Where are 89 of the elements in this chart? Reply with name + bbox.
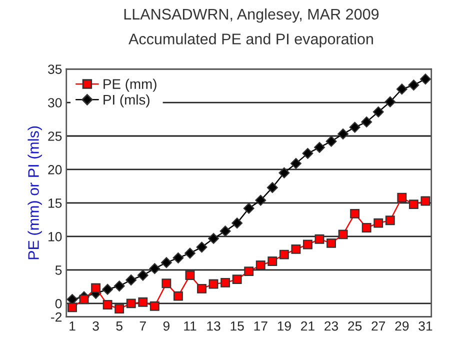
- x-tick-label: 25: [348, 321, 362, 331]
- point: [68, 302, 77, 312]
- point: [160, 257, 172, 268]
- point: [197, 284, 206, 294]
- point: [290, 158, 302, 169]
- x-tick-label: 27: [372, 321, 386, 331]
- point: [302, 148, 314, 159]
- point: [326, 136, 337, 147]
- x-tick-label: 13: [207, 321, 220, 331]
- chart-subtitle: Accumulated PE and PI evaporation: [128, 33, 373, 48]
- point: [185, 270, 195, 280]
- point: [420, 74, 431, 85]
- point: [420, 196, 430, 206]
- point: [256, 260, 266, 270]
- point: [232, 218, 243, 229]
- x-tick-label: 29: [395, 321, 409, 331]
- point: [338, 128, 349, 140]
- y-tick-label: 15: [48, 198, 62, 208]
- point: [208, 279, 218, 289]
- point: [302, 240, 312, 250]
- x-tick-label: 9: [163, 321, 170, 331]
- y-tick-label: 20: [48, 165, 62, 174]
- point: [338, 230, 348, 240]
- point: [372, 106, 384, 118]
- y-tick-label: 35: [48, 64, 62, 74]
- point: [91, 283, 101, 293]
- legend-label: PE (mm): [104, 78, 156, 92]
- point: [362, 223, 372, 232]
- point: [408, 80, 420, 91]
- y-tick-label: 0: [55, 299, 62, 308]
- point: [149, 263, 160, 274]
- point: [385, 216, 395, 226]
- y-tick-label: 5: [55, 266, 62, 275]
- point: [79, 294, 89, 304]
- legend-label: PI (mls): [104, 94, 150, 108]
- point: [114, 304, 124, 314]
- point: [349, 122, 360, 133]
- y-tick-label: -2: [51, 312, 62, 322]
- point: [278, 167, 290, 178]
- point: [244, 266, 254, 276]
- point: [266, 182, 278, 194]
- point: [102, 284, 114, 295]
- point: [314, 234, 324, 244]
- point: [150, 301, 160, 311]
- point: [279, 250, 289, 260]
- point: [396, 84, 408, 95]
- x-tick-label: 11: [184, 321, 196, 331]
- point: [126, 298, 136, 308]
- y-axis-title: PE (mm) or PI (mls): [28, 126, 42, 260]
- point: [268, 256, 278, 266]
- point: [232, 274, 242, 284]
- y-tick-label: 30: [48, 98, 62, 108]
- x-tick-label: 17: [254, 321, 268, 331]
- point: [255, 194, 266, 206]
- x-tick-label: 1: [70, 321, 76, 331]
- point: [114, 280, 125, 292]
- point: [172, 252, 184, 264]
- point: [102, 300, 112, 310]
- x-tick-label: 21: [301, 321, 314, 331]
- point: [126, 274, 137, 286]
- point: [384, 96, 396, 108]
- x-tick-label: 19: [278, 321, 291, 331]
- point: [220, 278, 230, 288]
- point: [326, 238, 336, 248]
- y-tick-label: 10: [48, 232, 62, 242]
- x-tick-label: 3: [92, 321, 99, 331]
- point: [397, 192, 407, 202]
- point: [173, 291, 183, 301]
- point: [243, 202, 254, 214]
- point: [184, 248, 196, 259]
- point: [137, 270, 148, 281]
- x-tick-label: 5: [116, 321, 122, 331]
- y-tick-label: 25: [48, 132, 62, 141]
- x-tick-label: 7: [140, 321, 146, 331]
- chart-title: LLANSADWRN, Anglesey, MAR 2009: [124, 8, 379, 23]
- x-tick-label: 15: [230, 321, 244, 331]
- x-tick-label: 23: [324, 321, 338, 331]
- point: [220, 226, 231, 237]
- point: [408, 200, 418, 210]
- point: [350, 208, 360, 218]
- point: [138, 297, 148, 307]
- point: [208, 233, 219, 244]
- x-tick-label: 31: [418, 321, 432, 331]
- point: [314, 142, 325, 153]
- point: [196, 242, 208, 253]
- point: [291, 244, 301, 254]
- point: [162, 278, 172, 288]
- point: [361, 116, 372, 128]
- point: [374, 218, 384, 228]
